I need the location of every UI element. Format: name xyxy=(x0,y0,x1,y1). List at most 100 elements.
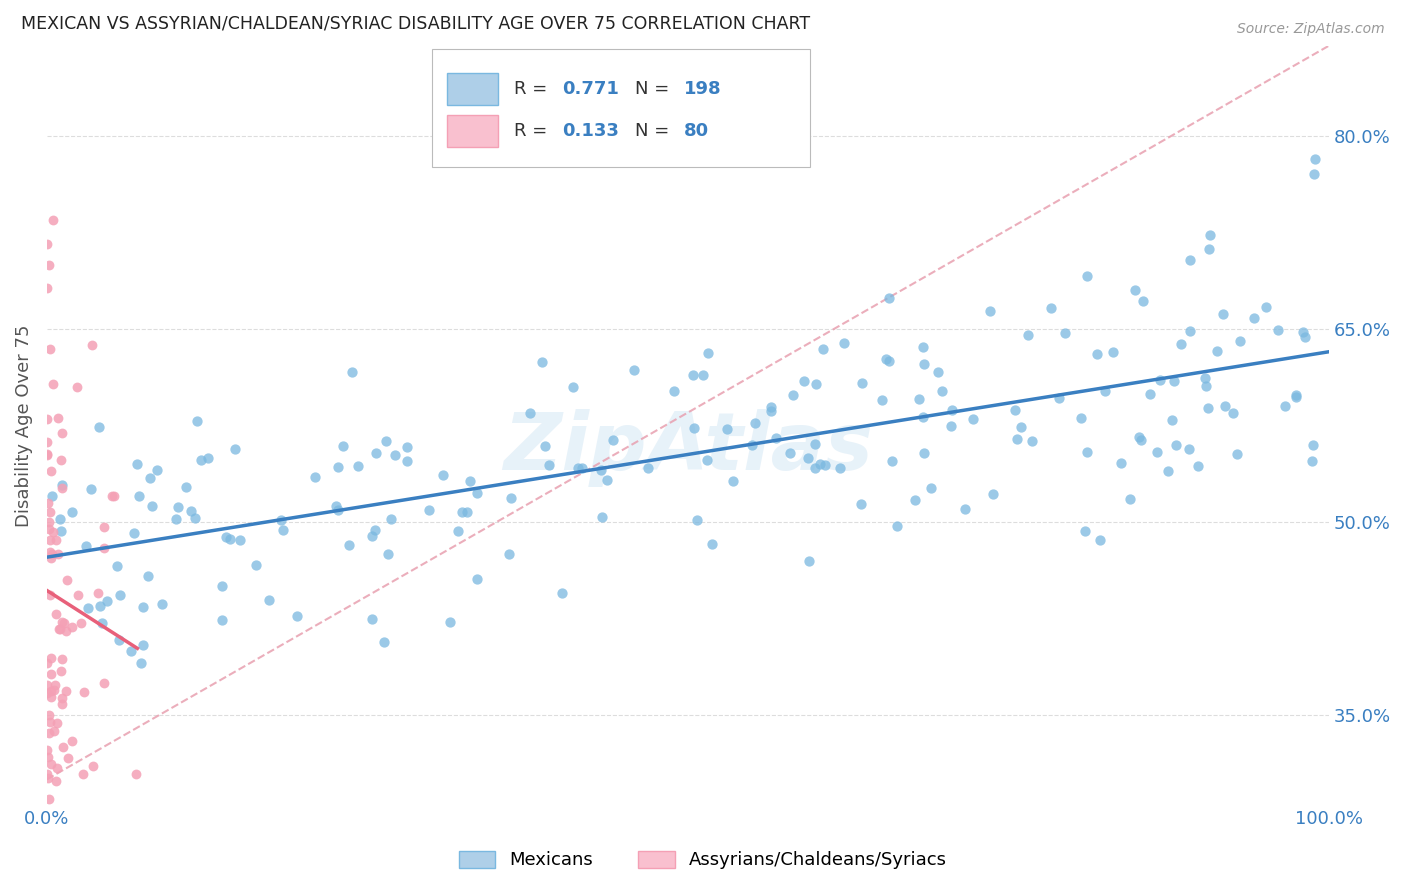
Point xyxy=(101,489,124,503)
Point xyxy=(955,501,977,516)
Point xyxy=(1197,401,1219,415)
Point xyxy=(39,757,62,772)
Text: R =: R = xyxy=(513,121,553,140)
Point xyxy=(211,613,233,627)
Point xyxy=(49,664,72,678)
Point xyxy=(1004,403,1026,417)
Point xyxy=(686,512,709,526)
Point xyxy=(1285,387,1308,401)
Point xyxy=(792,374,814,388)
Point xyxy=(37,496,59,510)
Point xyxy=(325,500,347,514)
Point xyxy=(939,418,962,433)
Point xyxy=(531,355,554,369)
Y-axis label: Disability Age Over 75: Disability Age Over 75 xyxy=(15,324,32,526)
Point xyxy=(77,601,100,615)
Point xyxy=(1076,445,1098,459)
Point xyxy=(683,421,706,435)
Point xyxy=(44,724,66,739)
Point xyxy=(363,524,385,538)
Point xyxy=(912,446,935,460)
Point xyxy=(799,554,821,568)
Point xyxy=(1146,445,1168,459)
Point xyxy=(1226,447,1249,461)
FancyBboxPatch shape xyxy=(432,49,810,167)
Point xyxy=(51,690,73,705)
Point xyxy=(373,635,395,649)
Point xyxy=(342,365,364,379)
Point xyxy=(872,392,894,407)
Point xyxy=(537,458,560,473)
Point xyxy=(1130,433,1153,447)
Point xyxy=(51,697,73,711)
Point xyxy=(211,579,233,593)
Point xyxy=(228,533,250,548)
Point xyxy=(1213,399,1236,413)
Point xyxy=(723,475,745,489)
Point xyxy=(73,684,96,698)
Point xyxy=(51,615,73,630)
Point xyxy=(80,338,103,352)
Point xyxy=(1206,344,1229,359)
Point xyxy=(551,586,574,600)
Point xyxy=(465,485,488,500)
Point xyxy=(105,559,128,574)
Point xyxy=(979,304,1001,318)
Point xyxy=(304,469,326,483)
Point xyxy=(904,493,927,508)
Point xyxy=(1301,454,1323,468)
Point xyxy=(380,512,402,526)
Point xyxy=(72,767,94,781)
Point xyxy=(623,363,645,377)
Point xyxy=(51,652,73,666)
Point xyxy=(257,593,280,607)
Point xyxy=(37,447,59,461)
Point xyxy=(451,505,474,519)
Point xyxy=(337,538,360,552)
Text: R =: R = xyxy=(513,80,553,98)
Point xyxy=(1199,228,1222,243)
Point xyxy=(42,377,65,392)
Point xyxy=(38,708,60,723)
Point xyxy=(165,512,187,526)
Point xyxy=(215,530,238,544)
Point xyxy=(37,686,59,700)
Point xyxy=(1178,442,1201,456)
Point xyxy=(765,432,787,446)
Point xyxy=(270,513,292,527)
Point xyxy=(328,459,350,474)
Point xyxy=(1267,323,1289,337)
Point xyxy=(501,491,523,506)
Point xyxy=(183,510,205,524)
Point xyxy=(851,376,873,390)
Point xyxy=(132,599,155,614)
Point xyxy=(224,442,246,456)
Point xyxy=(39,683,62,698)
Point xyxy=(347,459,370,474)
Point xyxy=(911,340,934,354)
Point xyxy=(1178,253,1201,268)
Point xyxy=(697,346,720,360)
Point xyxy=(51,481,73,495)
Point xyxy=(45,773,67,788)
Point xyxy=(39,650,62,665)
Point xyxy=(38,259,60,273)
Point xyxy=(60,620,83,634)
Point xyxy=(1021,434,1043,449)
Point xyxy=(146,463,169,477)
Point xyxy=(458,474,481,488)
Point xyxy=(120,644,142,658)
Point xyxy=(38,588,60,602)
Point xyxy=(49,622,72,636)
Point xyxy=(782,388,804,402)
Point xyxy=(37,656,59,670)
Point xyxy=(1160,413,1182,427)
Point xyxy=(589,462,612,476)
Point xyxy=(1070,410,1092,425)
Point xyxy=(48,512,70,526)
Point xyxy=(1170,337,1192,351)
Point xyxy=(41,547,63,561)
Point xyxy=(124,767,146,781)
Point xyxy=(136,569,159,583)
Point xyxy=(39,505,62,519)
